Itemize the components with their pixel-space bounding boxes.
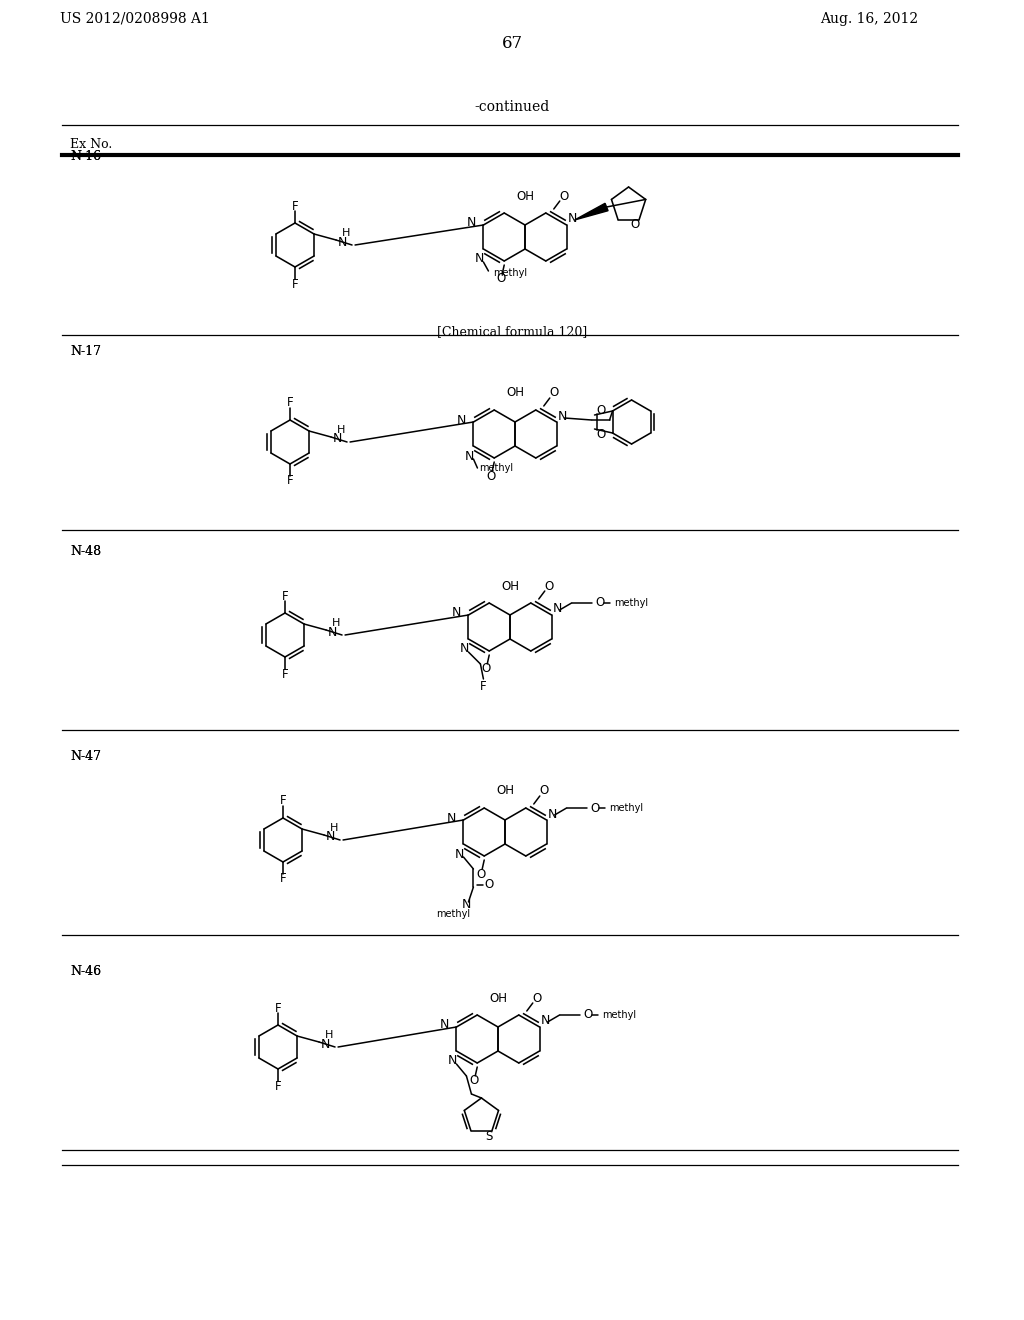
Text: methyl: methyl <box>479 463 514 473</box>
Text: Aug. 16, 2012: Aug. 16, 2012 <box>820 12 919 26</box>
Text: N: N <box>328 626 337 639</box>
Text: N: N <box>321 1038 330 1051</box>
Text: N: N <box>460 643 469 656</box>
Text: O: O <box>540 784 549 797</box>
Text: N-17: N-17 <box>70 345 101 358</box>
Text: OH: OH <box>497 784 515 797</box>
Text: N: N <box>455 847 464 861</box>
Text: N: N <box>465 450 474 462</box>
Text: N: N <box>447 812 457 825</box>
Text: N: N <box>553 602 562 615</box>
Text: O: O <box>476 867 485 880</box>
Text: F: F <box>287 474 293 487</box>
Text: H: H <box>330 822 338 833</box>
Text: F: F <box>282 590 289 602</box>
Text: O: O <box>486 470 496 483</box>
Text: O: O <box>559 190 568 202</box>
Text: O: O <box>596 404 605 417</box>
Text: N-16: N-16 <box>70 150 101 162</box>
Text: F: F <box>287 396 293 409</box>
Text: N: N <box>333 433 342 446</box>
Text: F: F <box>274 1002 282 1015</box>
Text: [Chemical formula 120]: [Chemical formula 120] <box>437 325 587 338</box>
Text: N: N <box>558 409 567 422</box>
Text: H: H <box>342 228 350 238</box>
Text: N: N <box>326 830 335 843</box>
Text: N: N <box>475 252 484 265</box>
Text: 67: 67 <box>502 36 522 51</box>
Text: H: H <box>332 618 340 628</box>
Text: O: O <box>481 663 490 676</box>
Text: O: O <box>470 1074 479 1088</box>
Text: F: F <box>282 668 289 681</box>
Text: -continued: -continued <box>474 100 550 114</box>
Text: O: O <box>484 879 494 891</box>
Text: O: O <box>497 272 506 285</box>
Text: O: O <box>590 801 599 814</box>
Text: O: O <box>532 991 542 1005</box>
Text: F: F <box>280 873 287 886</box>
Text: H: H <box>337 425 345 436</box>
Text: N: N <box>337 235 347 248</box>
Text: O: O <box>549 387 558 400</box>
Text: S: S <box>485 1130 494 1143</box>
Text: Ex No.: Ex No. <box>70 139 113 150</box>
Text: H: H <box>325 1030 333 1040</box>
Text: N-48: N-48 <box>70 545 101 558</box>
Text: methyl: methyl <box>614 598 648 609</box>
Text: N-16: N-16 <box>70 150 101 162</box>
Text: methyl: methyl <box>602 1010 637 1020</box>
Text: O: O <box>595 597 604 610</box>
Text: N: N <box>548 808 557 821</box>
Text: OH: OH <box>502 579 520 593</box>
Text: N: N <box>457 413 466 426</box>
Text: N: N <box>467 216 476 230</box>
Text: N-17: N-17 <box>70 345 101 358</box>
Text: N: N <box>541 1015 550 1027</box>
Text: O: O <box>596 428 605 441</box>
Text: F: F <box>292 277 298 290</box>
Text: N: N <box>440 1019 450 1031</box>
Text: O: O <box>544 579 553 593</box>
Text: methyl: methyl <box>609 803 644 813</box>
Text: F: F <box>274 1080 282 1093</box>
Text: OH: OH <box>507 387 524 400</box>
Text: N-47: N-47 <box>70 750 101 763</box>
Text: N-46: N-46 <box>70 965 101 978</box>
Text: N-46: N-46 <box>70 965 101 978</box>
Text: N: N <box>568 213 578 226</box>
Text: N-47: N-47 <box>70 750 101 763</box>
Text: F: F <box>292 199 298 213</box>
Text: F: F <box>480 680 486 693</box>
Text: OH: OH <box>517 190 535 202</box>
Text: N: N <box>452 606 462 619</box>
Text: N: N <box>462 898 471 911</box>
Text: US 2012/0208998 A1: US 2012/0208998 A1 <box>60 12 210 26</box>
Polygon shape <box>574 203 608 220</box>
Text: methyl: methyl <box>436 909 470 919</box>
Text: OH: OH <box>489 991 508 1005</box>
Text: N: N <box>447 1055 457 1068</box>
Text: F: F <box>280 795 287 808</box>
Text: N-48: N-48 <box>70 545 101 558</box>
Text: O: O <box>583 1008 592 1022</box>
Text: methyl: methyl <box>494 268 527 279</box>
Text: O: O <box>630 219 639 231</box>
